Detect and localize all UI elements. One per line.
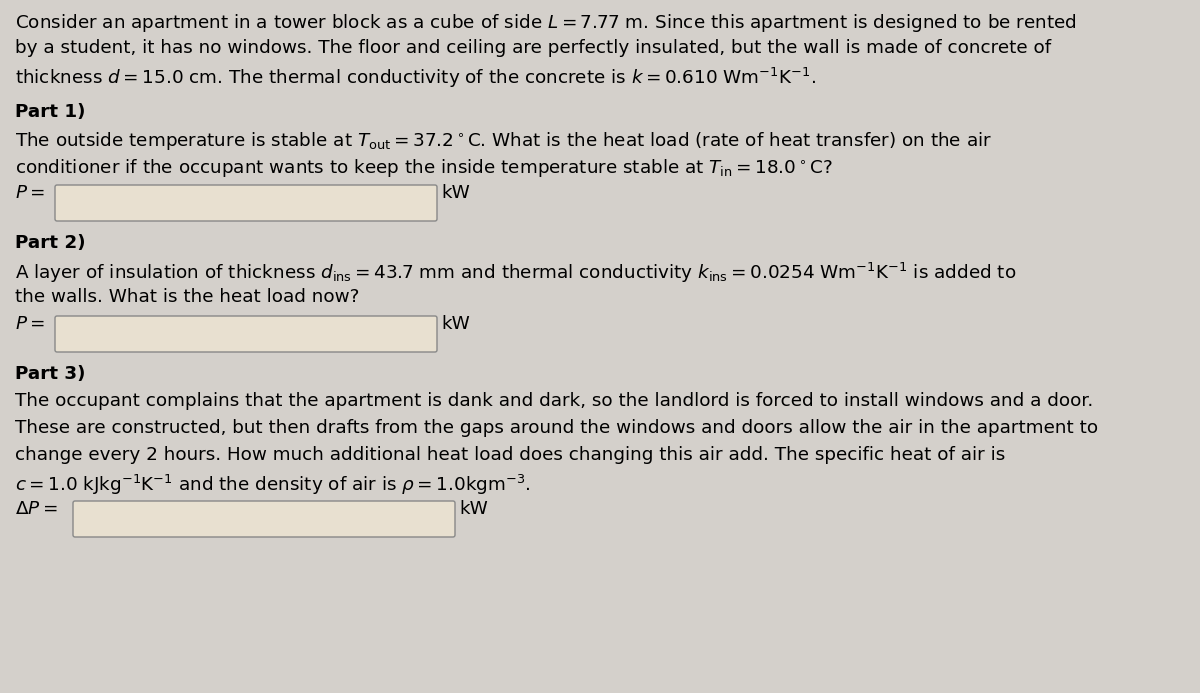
Text: Part 3): Part 3) bbox=[14, 365, 85, 383]
Text: $P =$: $P =$ bbox=[14, 184, 50, 202]
Text: change every 2 hours. How much additional heat load does changing this air add. : change every 2 hours. How much additiona… bbox=[14, 446, 1006, 464]
Text: by a student, it has no windows. The floor and ceiling are perfectly insulated, : by a student, it has no windows. The flo… bbox=[14, 39, 1051, 57]
FancyBboxPatch shape bbox=[73, 501, 455, 537]
Text: Consider an apartment in a tower block as a cube of side $L = 7.77$ m. Since thi: Consider an apartment in a tower block a… bbox=[14, 12, 1076, 34]
Text: $c = 1.0$ kJkg$^{-1}$K$^{-1}$ and the density of air is $\rho = 1.0$kgm$^{-3}$.: $c = 1.0$ kJkg$^{-1}$K$^{-1}$ and the de… bbox=[14, 473, 530, 497]
Text: kW: kW bbox=[442, 184, 469, 202]
FancyBboxPatch shape bbox=[55, 316, 437, 352]
Text: the walls. What is the heat load now?: the walls. What is the heat load now? bbox=[14, 288, 359, 306]
Text: $\Delta P =$: $\Delta P =$ bbox=[14, 500, 64, 518]
Text: The occupant complains that the apartment is dank and dark, so the landlord is f: The occupant complains that the apartmen… bbox=[14, 392, 1093, 410]
Text: thickness $d = 15.0$ cm. The thermal conductivity of the concrete is $k = 0.610$: thickness $d = 15.0$ cm. The thermal con… bbox=[14, 66, 816, 90]
Text: A layer of insulation of thickness $d_{\mathrm{ins}} = 43.7$ mm and thermal cond: A layer of insulation of thickness $d_{\… bbox=[14, 261, 1016, 285]
Text: Part 2): Part 2) bbox=[14, 234, 85, 252]
Text: The outside temperature is stable at $T_{\mathrm{out}} = 37.2^\circ$C. What is t: The outside temperature is stable at $T_… bbox=[14, 130, 992, 152]
Text: kW: kW bbox=[458, 500, 487, 518]
Text: conditioner if the occupant wants to keep the inside temperature stable at $T_{\: conditioner if the occupant wants to kee… bbox=[14, 157, 833, 179]
Text: kW: kW bbox=[442, 315, 469, 333]
FancyBboxPatch shape bbox=[55, 185, 437, 221]
Text: $P =$: $P =$ bbox=[14, 315, 50, 333]
Text: Part 1): Part 1) bbox=[14, 103, 85, 121]
Text: These are constructed, but then drafts from the gaps around the windows and door: These are constructed, but then drafts f… bbox=[14, 419, 1098, 437]
